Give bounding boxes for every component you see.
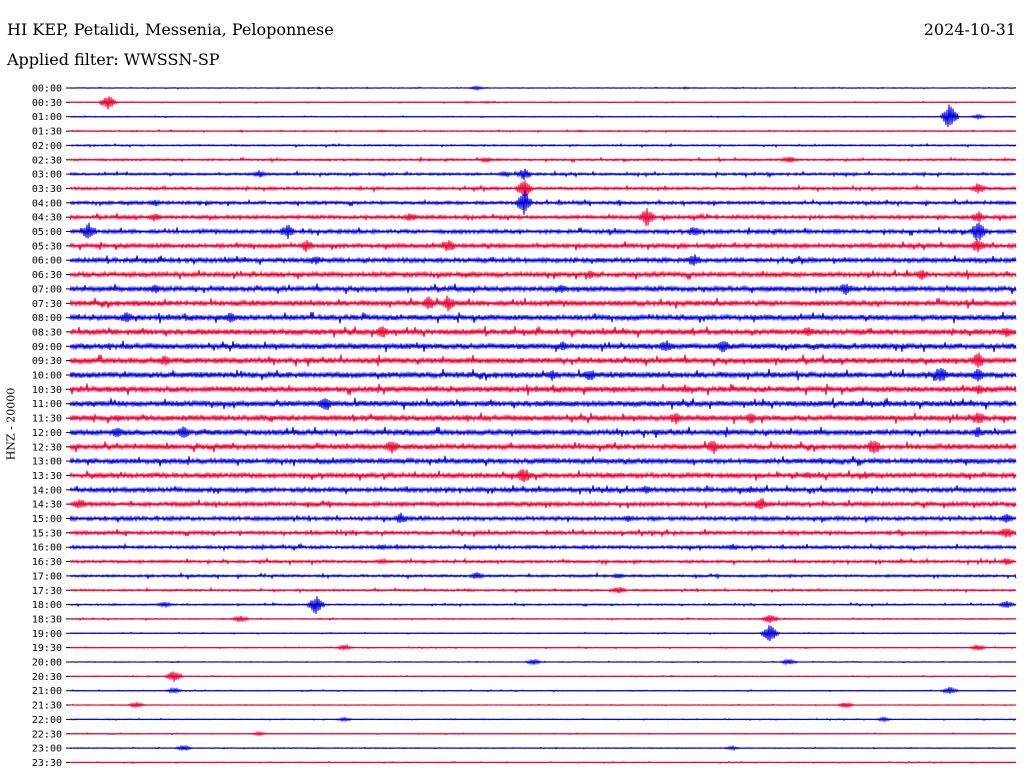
time-tick-label: 08:00 <box>32 313 62 324</box>
time-tick-label: 12:00 <box>32 428 62 439</box>
time-tick-label: 18:00 <box>32 600 62 611</box>
time-tick-label: 13:30 <box>32 471 62 482</box>
time-tick-label: 22:30 <box>32 729 62 740</box>
time-tick-label: 14:30 <box>32 500 62 511</box>
time-tick-label: 09:30 <box>32 356 62 367</box>
time-tick-label: 10:30 <box>32 385 62 396</box>
time-tick-label: 21:00 <box>32 686 62 697</box>
time-tick-label: 15:00 <box>32 514 62 525</box>
time-tick-label: 09:00 <box>32 342 62 353</box>
trace-line <box>69 96 1017 110</box>
time-tick-label: 18:30 <box>32 614 62 625</box>
time-tick-label: 02:00 <box>32 141 62 152</box>
time-tick-label: 11:00 <box>32 399 62 410</box>
time-tick-label: 21:30 <box>32 701 62 712</box>
time-tick-label: 00:30 <box>32 98 62 109</box>
trace-line <box>69 269 1017 281</box>
trace-line <box>69 556 1017 567</box>
time-tick-label: 04:00 <box>32 198 62 209</box>
trace-line <box>69 485 1017 495</box>
time-tick-label: 20:30 <box>32 672 62 683</box>
filter-label: Applied filter: WWSSN-SP <box>7 50 220 69</box>
time-tick-label: 05:30 <box>32 241 62 252</box>
time-tick-label: 06:30 <box>32 270 62 281</box>
trace-line <box>69 340 1017 353</box>
time-tick-label: 20:00 <box>32 658 62 669</box>
time-tick-label: 03:00 <box>32 170 62 181</box>
trace-line <box>69 455 1017 467</box>
time-tick-label: 00:00 <box>32 84 62 95</box>
time-tick-label: 01:00 <box>32 112 62 123</box>
time-tick-label: 10:00 <box>32 371 62 382</box>
time-tick-label: 16:30 <box>32 557 62 568</box>
time-tick-label: 05:00 <box>32 227 62 238</box>
time-tick-label: 14:00 <box>32 485 62 496</box>
trace-line <box>69 104 1017 128</box>
trace-line <box>69 397 1017 411</box>
time-tick-label: 22:00 <box>32 715 62 726</box>
trace-line <box>69 326 1017 338</box>
station-title: HI KEP, Petalidi, Messenia, Peloponnese <box>7 20 334 39</box>
time-tick-label: 17:30 <box>32 586 62 597</box>
time-tick-label: 07:00 <box>32 284 62 295</box>
time-tick-label: 07:30 <box>32 299 62 310</box>
time-tick-label: 01:30 <box>32 127 62 138</box>
time-tick-label: 23:00 <box>32 744 62 755</box>
time-tick-label: 02:30 <box>32 155 62 166</box>
time-tick-label: 12:30 <box>32 442 62 453</box>
time-tick-label: 04:30 <box>32 213 62 224</box>
time-tick-label: 11:30 <box>32 414 62 425</box>
time-tick-label: 19:30 <box>32 643 62 654</box>
trace-line <box>69 238 1017 253</box>
time-tick-label: 15:30 <box>32 528 62 539</box>
time-tick-label: 06:00 <box>32 256 62 267</box>
trace-line <box>69 190 1017 216</box>
time-tick-label: 13:00 <box>32 457 62 468</box>
time-tick-label: 08:30 <box>32 327 62 338</box>
time-tick-label: 19:00 <box>32 629 62 640</box>
time-tick-label: 16:00 <box>32 543 62 554</box>
time-tick-label: 17:00 <box>32 571 62 582</box>
date-label: 2024-10-31 <box>923 20 1016 39</box>
trace-line <box>69 512 1017 523</box>
time-tick-label: 03:30 <box>32 184 62 195</box>
time-tick-label: 23:30 <box>32 758 62 769</box>
